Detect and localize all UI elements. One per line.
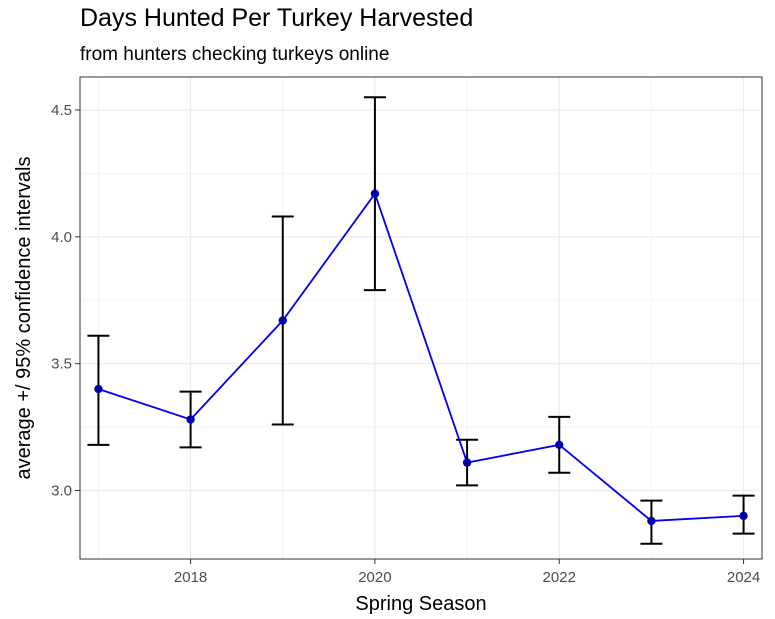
- axis-ticks: 2018 2020 2022 2024 3.0 3.5 4.0 4.5: [51, 102, 760, 586]
- x-tick-label: 2024: [727, 569, 760, 586]
- data-point: [370, 189, 380, 198]
- major-gridlines: [80, 77, 762, 559]
- x-tick-label: 2020: [358, 569, 391, 586]
- minor-gridlines: [80, 77, 762, 559]
- data-point: [555, 440, 564, 450]
- data-point: [278, 316, 287, 325]
- chart-subtitle: from hunters checking turkeys online: [80, 44, 390, 65]
- y-axis-label: average +/ 95% confidence intervals: [13, 157, 35, 480]
- x-axis-label: Spring Season: [355, 593, 486, 615]
- chart-title: Days Hunted Per Turkey Harvested: [80, 4, 474, 32]
- y-tick-label: 4.5: [51, 102, 72, 119]
- data-point: [94, 384, 103, 394]
- y-tick-label: 3.0: [51, 483, 72, 500]
- series-line: [98, 191, 744, 522]
- data-point: [647, 516, 656, 526]
- data-point: [462, 458, 472, 467]
- data-point: [739, 511, 748, 521]
- x-tick-label: 2018: [174, 569, 207, 586]
- x-tick-label: 2022: [543, 569, 576, 586]
- data-point: [186, 415, 195, 424]
- series-line-layer: [98, 191, 744, 522]
- data-points: [94, 189, 748, 526]
- error-bars: [87, 96, 755, 545]
- plot-panel-border: [79, 76, 763, 560]
- y-tick-label: 3.5: [51, 356, 72, 373]
- y-tick-label: 4.0: [51, 229, 72, 246]
